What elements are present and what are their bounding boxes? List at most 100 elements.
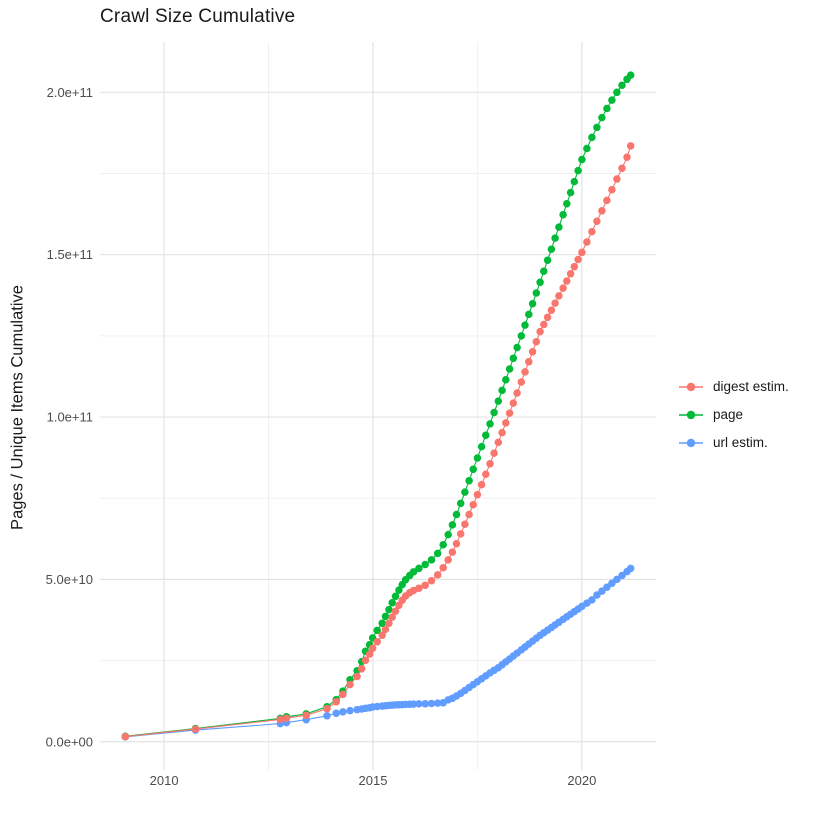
data-point-page [547, 245, 556, 253]
data-point-digest-estim [583, 238, 591, 246]
legend-key-digest-estim [679, 382, 703, 391]
data-point-digest-estim [477, 480, 486, 489]
data-point-page [381, 612, 390, 621]
data-point-digest-estim [448, 548, 457, 556]
legend-item-url-estim: url estim. [678, 434, 789, 451]
y-tick-label: 1.5e+11 [47, 247, 93, 262]
x-tick-label: 2010 [150, 773, 179, 788]
data-point-digest-estim [532, 337, 541, 346]
data-point-page [513, 343, 521, 352]
data-point-digest-estim [391, 607, 400, 615]
legend-label-page: page [713, 407, 744, 422]
data-point-digest-estim [365, 650, 374, 658]
data-point-page [473, 454, 482, 462]
data-point-page [563, 199, 571, 208]
data-point-page [469, 465, 477, 474]
data-point-page [409, 568, 418, 576]
data-point-page [498, 386, 506, 395]
data-point-page [385, 605, 393, 614]
data-point-digest-estim [525, 358, 533, 366]
data-point-digest-estim [473, 490, 482, 499]
data-point-page [502, 375, 510, 384]
data-point-digest-estim [528, 348, 537, 356]
data-point-page [598, 113, 606, 122]
data-point-digest-estim [623, 153, 631, 161]
data-point-page [477, 442, 486, 451]
data-point-digest-estim [574, 255, 582, 264]
data-point-page [415, 564, 423, 573]
data-point-digest-estim [517, 378, 526, 386]
data-point-page [486, 420, 494, 428]
data-point-url-estim [415, 700, 423, 708]
data-point-url-estim [588, 596, 596, 604]
data-point-page [608, 96, 616, 104]
legend-item-digest-estim: digest estim. [678, 378, 789, 395]
data-point-digest-estim [598, 207, 606, 215]
data-point-page [566, 188, 575, 197]
data-point-digest-estim [618, 164, 626, 173]
data-point-digest-estim [452, 539, 461, 548]
data-point-digest-estim [456, 530, 465, 538]
data-point-url-estim [427, 699, 436, 708]
series-line-page [125, 74, 632, 737]
data-point-digest-estim [608, 185, 616, 194]
data-point-digest-estim [439, 563, 447, 572]
data-point-page [528, 299, 537, 308]
data-point-digest-estim [433, 571, 442, 579]
data-point-digest-estim [578, 248, 586, 257]
data-point-digest-estim [378, 631, 386, 640]
data-point-digest-estim [547, 306, 556, 314]
data-point-digest-estim [505, 409, 514, 417]
data-point-digest-estim [388, 613, 396, 621]
data-point-page [482, 431, 490, 439]
data-point-page [388, 599, 396, 607]
data-point-page [588, 133, 596, 142]
chart-title: Crawl Size Cumulative [100, 6, 296, 27]
data-point-page [574, 166, 582, 175]
legend-key-dot [686, 410, 696, 419]
data-point-digest-estim [368, 644, 377, 653]
data-point-digest-estim [323, 704, 331, 713]
data-point-digest-estim [353, 672, 361, 681]
data-point-digest-estim [521, 368, 529, 376]
legend-label-url-estim: url estim. [713, 435, 768, 450]
data-point-url-estim [339, 708, 347, 716]
data-point-page [433, 549, 442, 558]
data-point-digest-estim [421, 581, 429, 590]
data-point-url-estim [323, 712, 331, 720]
data-point-url-estim [626, 564, 635, 573]
data-point-digest-estim [613, 175, 621, 183]
data-point-digest-estim [282, 714, 291, 722]
data-point-digest-estim [332, 698, 340, 706]
data-point-url-estim [346, 706, 354, 715]
data-point-url-estim [332, 709, 340, 717]
x-tick-label: 2020 [567, 773, 596, 788]
data-point-page [391, 592, 400, 601]
y-tick-label: 5.0e+10 [46, 572, 93, 587]
data-point-digest-estim [444, 556, 452, 564]
data-point-digest-estim [486, 460, 494, 468]
data-point-page [444, 530, 452, 539]
data-point-digest-estim [563, 277, 571, 285]
data-point-digest-estim [494, 438, 503, 447]
data-point-page [570, 177, 579, 186]
data-point-page [593, 123, 601, 132]
data-point-page [494, 397, 503, 405]
data-point-page [439, 540, 447, 549]
data-point-digest-estim [346, 680, 354, 689]
data-point-page [540, 267, 548, 275]
data-point-digest-estim [513, 389, 521, 397]
data-point-page [427, 556, 436, 564]
data-point-digest-estim [603, 196, 611, 205]
data-point-digest-estim [626, 142, 635, 150]
data-point-digest-estim [415, 584, 423, 592]
data-point-digest-estim [121, 732, 130, 741]
data-point-page [448, 521, 457, 529]
data-point-page [490, 408, 498, 417]
series-line-url-estim [125, 567, 632, 738]
data-point-url-estim [433, 699, 442, 707]
data-point-digest-estim [191, 725, 200, 733]
data-point-page [626, 71, 635, 79]
data-point-page [525, 310, 533, 319]
